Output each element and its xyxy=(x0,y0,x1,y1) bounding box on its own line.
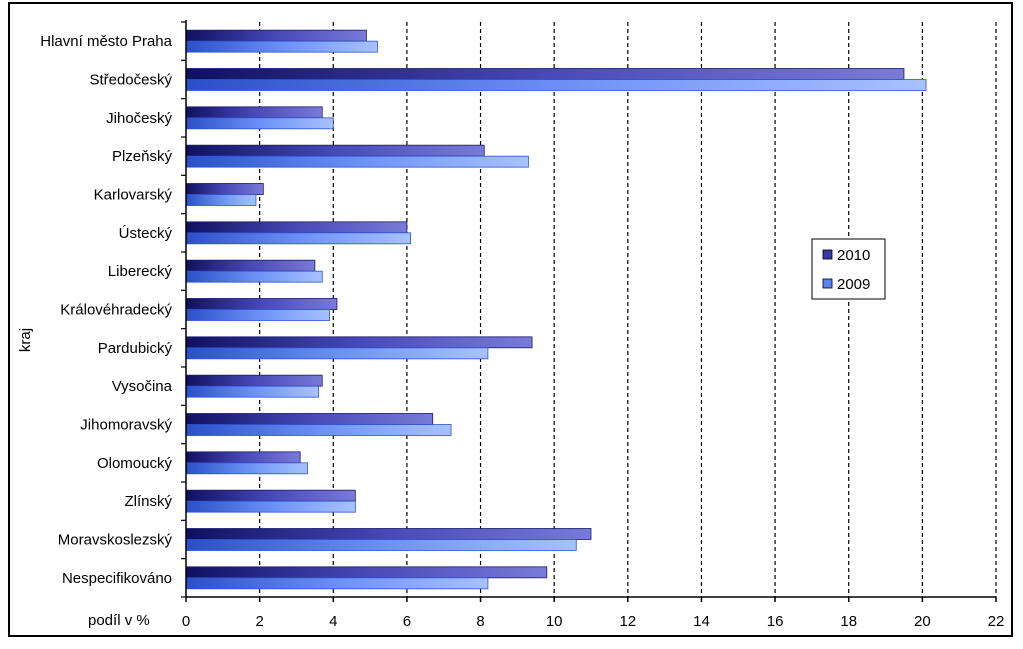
bar-2010 xyxy=(185,413,434,425)
category-label: Královéhradecký xyxy=(60,302,172,319)
bar-2009 xyxy=(185,194,257,206)
bar-2009 xyxy=(185,539,577,551)
bar-2009 xyxy=(185,462,308,475)
bar-2009 xyxy=(185,500,356,513)
category-label: Vysočina xyxy=(112,378,173,395)
bar-2010 xyxy=(185,374,323,387)
axes xyxy=(181,20,997,602)
x-tick-label: 0 xyxy=(182,613,190,630)
bar-2010 xyxy=(185,451,301,464)
bar-2009 xyxy=(185,232,411,245)
x-tick-label: 6 xyxy=(403,613,411,630)
category-label: Liberecký xyxy=(108,263,173,280)
bar-2010 xyxy=(185,183,264,195)
bar-2009 xyxy=(185,40,378,53)
legend: 2010 2009 xyxy=(811,238,886,300)
bar-2009 xyxy=(185,155,529,168)
bar-2010 xyxy=(185,566,548,579)
bar-2009 xyxy=(185,424,452,436)
x-tick-label: 8 xyxy=(476,613,484,630)
x-tick-label: 16 xyxy=(767,613,784,630)
legend-swatch-2009 xyxy=(822,278,833,289)
x-tick-label: 12 xyxy=(619,613,636,630)
bar-2010 xyxy=(185,298,338,310)
bar-2010 xyxy=(185,144,485,157)
category-label: Olomoucký xyxy=(97,455,173,472)
bar-2009 xyxy=(185,117,334,130)
x-tick-label: 4 xyxy=(329,613,337,630)
bar-2009 xyxy=(185,577,489,590)
legend-label-2010: 2010 xyxy=(837,247,870,264)
category-label: Moravskoslezský xyxy=(58,532,173,549)
category-label: Středočeský xyxy=(89,72,172,89)
legend-swatch-2010 xyxy=(822,249,833,260)
bar-2009 xyxy=(185,347,489,360)
x-axis-title: podíl v % xyxy=(88,612,150,629)
category-label: Karlovarský xyxy=(94,187,173,204)
category-label: Nespecifikováno xyxy=(62,570,172,587)
bar-2009 xyxy=(185,385,319,398)
legend-label-2009: 2009 xyxy=(837,276,870,293)
bar-2009 xyxy=(185,79,927,91)
bar-2010 xyxy=(185,106,323,119)
category-labels: Hlavní město Praha Středočeský Jihočeský Pl… xyxy=(40,33,172,587)
category-label: Pardubický xyxy=(98,340,173,357)
category-label: Jihočeský xyxy=(106,110,172,127)
legend-box xyxy=(811,238,886,300)
bars xyxy=(185,29,927,590)
category-label: Jihomoravský xyxy=(80,417,172,434)
x-tick-label: 14 xyxy=(693,613,710,630)
x-tick-labels: 0 2 4 6 8 10 12 14 16 18 20 22 xyxy=(182,613,1005,630)
category-label: Ústecký xyxy=(119,225,173,242)
bar-2010 xyxy=(185,259,316,272)
category-label: Plzeňský xyxy=(112,148,173,165)
x-tick-label: 20 xyxy=(914,613,931,630)
x-tick-label: 10 xyxy=(546,613,563,630)
x-tick-label: 22 xyxy=(988,613,1005,630)
bar-2010 xyxy=(185,221,408,234)
x-tick-label: 2 xyxy=(255,613,263,630)
bar-2010 xyxy=(185,336,533,349)
grid-lines xyxy=(259,22,997,597)
bar-2009 xyxy=(185,270,323,283)
bar-2010 xyxy=(185,68,905,80)
bar-2009 xyxy=(185,309,330,321)
x-tick-label: 18 xyxy=(840,613,857,630)
bar-2010 xyxy=(185,489,356,502)
y-axis-title: kraj xyxy=(17,328,34,352)
category-label: Hlavní město Praha xyxy=(40,33,172,50)
category-label: Zlínský xyxy=(124,493,172,510)
bar-2010 xyxy=(185,29,367,42)
bar-2010 xyxy=(185,528,592,540)
